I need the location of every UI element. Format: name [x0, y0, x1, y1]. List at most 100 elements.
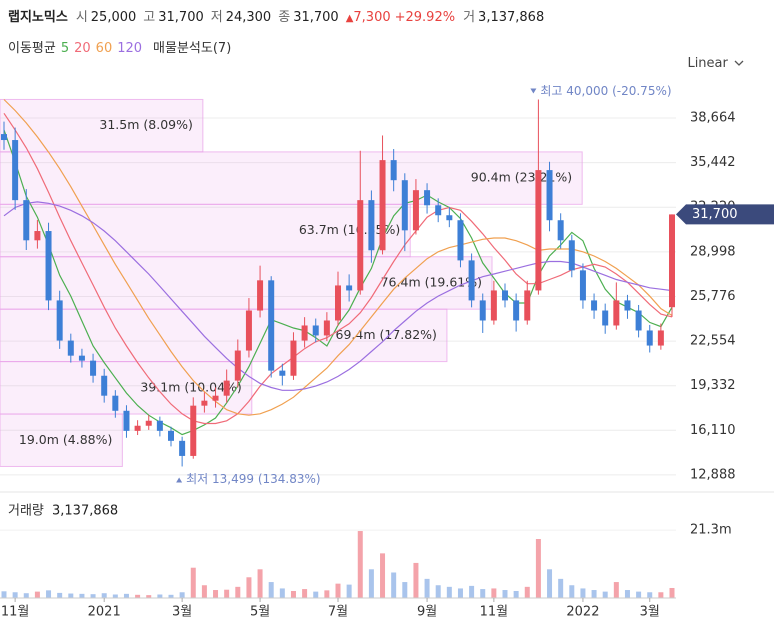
candle-body	[657, 330, 664, 346]
volume-bar	[591, 590, 597, 598]
candle-body	[257, 280, 264, 311]
candle-body	[56, 300, 63, 341]
max-marker	[530, 88, 537, 94]
volume-bar	[201, 585, 207, 598]
candle-body	[446, 215, 453, 221]
field-label: 거	[463, 10, 476, 25]
candle-body	[145, 420, 152, 426]
candle-body	[412, 190, 419, 231]
volume-bar	[647, 592, 653, 598]
volume-title: 거래량	[8, 504, 44, 519]
volume-bar	[268, 582, 274, 598]
volume-profile-label: 19.0m (4.88%)	[19, 432, 112, 447]
volume-bar	[68, 593, 74, 598]
stock-header: 랩지노믹스 시 25,000 고 31,700 저 24,300 종 31,700 ▲ 7,300…	[8, 6, 551, 25]
y-tick-label: 16,110	[690, 423, 736, 438]
volume-bar	[79, 593, 85, 598]
y-tick-label: 12,888	[690, 467, 736, 482]
volume-bar	[146, 595, 152, 598]
y-tick-label: 28,998	[690, 244, 736, 259]
candle-body	[212, 395, 219, 401]
candle-body	[34, 231, 41, 241]
legend-entry: 120	[117, 41, 143, 56]
volume-bar	[391, 572, 397, 598]
volume-bar	[469, 585, 475, 598]
volume-bar	[290, 590, 296, 598]
volume-bar	[179, 592, 185, 598]
candle-body	[245, 310, 252, 351]
candle-body	[513, 300, 520, 321]
volume-bar	[658, 592, 664, 598]
change: 7,300	[353, 10, 391, 25]
candle-body	[546, 170, 553, 221]
volume-bar	[669, 587, 675, 598]
candle-body	[1, 134, 7, 141]
candle-body	[101, 375, 108, 396]
volume-bar	[413, 562, 419, 598]
volume-bar	[335, 583, 341, 598]
volume-bar	[57, 592, 63, 598]
candle-body	[535, 170, 542, 291]
legend-entry: 5	[60, 41, 70, 56]
volume-profile-band	[0, 203, 411, 258]
volume-profile-band	[0, 308, 448, 363]
scale-selector[interactable]: Linear	[687, 56, 744, 71]
x-tick-label: 3월	[640, 605, 660, 620]
volume-bar	[123, 593, 129, 598]
volume-bar	[457, 588, 463, 598]
candle-body	[45, 231, 52, 301]
volume-profile-band	[0, 413, 123, 467]
volume-bar	[324, 590, 330, 598]
volume-bar	[524, 586, 530, 598]
y-tick-label: 22,554	[690, 334, 736, 349]
x-tick-label: 11월	[480, 605, 509, 620]
legend-entry: 20	[74, 41, 91, 56]
volume-bar	[380, 553, 386, 598]
candle-body	[190, 405, 197, 456]
candle-body	[335, 285, 341, 321]
y-tick-label: 21.3m	[690, 523, 732, 538]
volume-bar	[558, 578, 564, 598]
indicator-legend: 이동평균 5 20 60 120 매물분석도(7)	[8, 37, 236, 56]
volume-profile-title: 매물분석도(7)	[153, 41, 232, 56]
stock-name: 랩지노믹스	[8, 10, 68, 25]
moving-average-line	[3, 112, 673, 425]
volume-profile-label: 76.4m (19.61%)	[381, 274, 482, 289]
volume-bar	[480, 589, 486, 598]
candle-body	[112, 395, 119, 411]
candle-body	[156, 420, 163, 431]
scale-mode[interactable]: Linear	[687, 56, 728, 71]
volume-bar	[135, 594, 141, 598]
candle-body	[168, 430, 174, 441]
x-tick-label: 2021	[88, 605, 121, 620]
volume-bar	[624, 590, 630, 598]
volume-profile-label: 31.5m (8.09%)	[99, 117, 192, 132]
candle-body	[591, 300, 598, 311]
volume-bar	[636, 591, 642, 598]
candle-body	[201, 400, 208, 406]
candle-body	[646, 330, 653, 346]
volume-bar	[535, 539, 541, 598]
candle-body	[368, 200, 375, 251]
volume-bar	[112, 594, 118, 598]
candle-body	[390, 160, 397, 181]
candle-body	[312, 325, 319, 336]
x-tick-label: 11월	[1, 605, 30, 620]
candle-body	[524, 290, 531, 321]
y-tick-label: 25,776	[690, 289, 736, 304]
volume-bar	[101, 593, 107, 598]
volume-bar	[602, 591, 608, 598]
candle-body	[78, 355, 85, 361]
field-value: 31,700	[158, 10, 204, 25]
moving-average-line	[3, 99, 673, 416]
volume-bar	[302, 589, 308, 598]
field-label: 고	[143, 10, 156, 25]
candle-body	[401, 180, 408, 231]
volume-bar	[446, 586, 452, 598]
volume-profile-label: 69.4m (17.82%)	[336, 327, 437, 342]
volume-bar	[569, 585, 575, 598]
x-tick-label: 7월	[328, 605, 348, 620]
candle-body	[179, 440, 186, 456]
